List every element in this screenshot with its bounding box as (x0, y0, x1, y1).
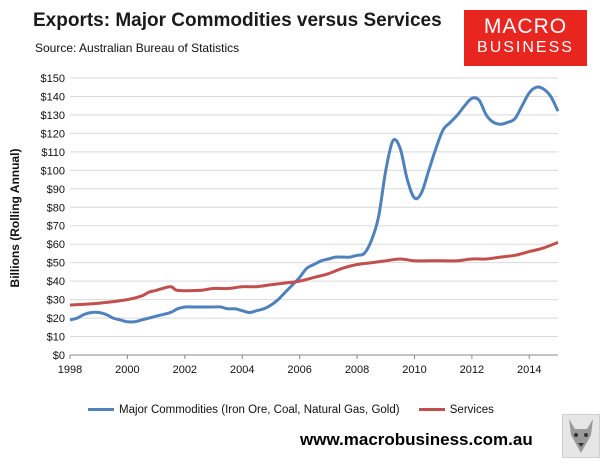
source-line: Source: Australian Bureau of Statistics (35, 41, 239, 55)
y-tick-label: $130 (41, 110, 65, 122)
y-tick-label: $30 (47, 295, 65, 307)
x-tick-label: 2014 (517, 364, 541, 376)
series-line-services (69, 240, 559, 307)
legend: Major Commodities (Iron Ore, Coal, Natur… (88, 402, 510, 416)
x-tick-label: 2010 (402, 364, 426, 376)
macrobusiness-logo[interactable]: MACRO BUSINESS (464, 10, 587, 66)
legend-label-commodities: Major Commodities (Iron Ore, Coal, Natur… (119, 403, 400, 416)
series-line-commodities (69, 85, 560, 324)
legend-label-services: Services (449, 403, 494, 416)
y-tick-label: $150 (41, 73, 65, 85)
x-tick-label: 2002 (173, 364, 197, 376)
y-tick-label: $50 (47, 258, 65, 270)
y-tick-label: $80 (47, 202, 65, 214)
y-tick-label: $100 (41, 165, 65, 177)
y-tick-label: $90 (47, 184, 65, 196)
x-tick-label: 2000 (115, 364, 139, 376)
logo-line-2: BUSINESS (477, 39, 574, 56)
legend-item-commodities: Major Commodities (Iron Ore, Coal, Natur… (88, 404, 400, 416)
y-axis-label: Billions (Rolling Annual) (8, 149, 22, 288)
legend-item-services: Services (418, 403, 494, 416)
website-link[interactable]: www.macrobusiness.com.au (300, 430, 533, 449)
y-tick-label: $110 (41, 147, 65, 159)
source-value: Australian Bureau of Statistics (79, 41, 240, 55)
wolf-logo-icon (562, 414, 600, 458)
y-tick-label: $40 (47, 276, 65, 288)
x-axis-ticks: 1998 2000 2002 2004 2006 2008 2010 2012 2014 (58, 355, 542, 376)
source-label: Source: (35, 41, 77, 55)
chart-title: Exports: Major Commodities versus Servic… (33, 10, 442, 31)
x-tick-label: 1998 (58, 364, 82, 376)
logo-line-1: MACRO (483, 15, 568, 38)
y-tick-label: $0 (53, 350, 65, 362)
y-tick-label: $20 (47, 313, 65, 325)
y-tick-label: $70 (47, 221, 65, 233)
x-tick-label: 2004 (230, 364, 254, 376)
gridlines (70, 77, 558, 338)
x-tick-label: 2006 (287, 364, 311, 376)
legend-swatch-services (418, 408, 445, 411)
x-tick-label: 2008 (345, 364, 369, 376)
legend-swatch-commodities (88, 408, 114, 411)
y-tick-label: $120 (41, 128, 65, 140)
x-tick-label: 2012 (460, 364, 484, 376)
y-axis-ticks: $0 $10 $20 $30 $40 $50 $60 $70 $80 $90 $100 $110 $12… (41, 73, 65, 362)
y-tick-label: $60 (47, 239, 65, 251)
y-tick-label: $10 (47, 332, 65, 344)
y-tick-label: $140 (41, 91, 65, 103)
series-lines (69, 85, 560, 324)
